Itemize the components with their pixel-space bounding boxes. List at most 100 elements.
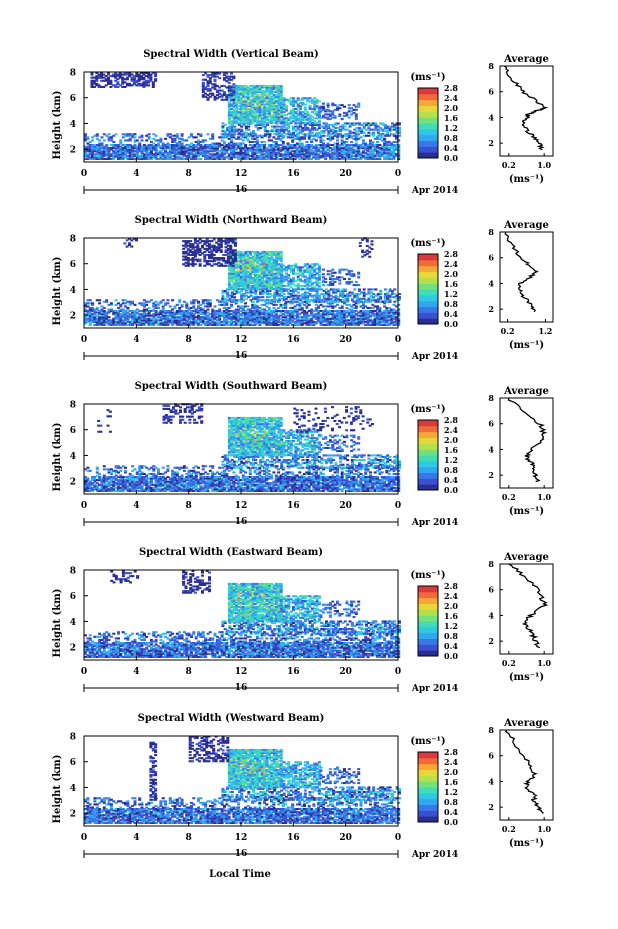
heatmap-cell bbox=[199, 153, 203, 156]
heatmap-cell bbox=[197, 140, 200, 143]
heatmap-cell bbox=[324, 308, 328, 311]
heatmap-cell bbox=[352, 145, 356, 148]
heatmap-cell bbox=[303, 147, 306, 150]
heatmap-cell bbox=[354, 142, 358, 145]
heatmap-cell bbox=[140, 154, 144, 157]
heatmap-cell bbox=[258, 151, 262, 154]
heatmap-cell bbox=[338, 154, 342, 157]
heatmap-cell bbox=[204, 144, 208, 147]
heatmap-cell bbox=[237, 153, 241, 156]
heatmap-cell bbox=[295, 148, 299, 151]
heatmap-cell bbox=[166, 144, 170, 147]
heatmap-cell bbox=[241, 147, 245, 150]
heatmap-cell bbox=[345, 151, 349, 154]
heatmap-cell bbox=[230, 136, 233, 139]
heatmap-cell bbox=[131, 147, 135, 150]
heatmap-cell bbox=[364, 157, 368, 160]
heatmap-cell bbox=[230, 128, 234, 131]
heatmap-cell bbox=[251, 151, 255, 154]
heatmap-cell bbox=[305, 157, 309, 160]
heatmap-cell bbox=[338, 150, 342, 153]
heatmap-cell bbox=[112, 151, 116, 154]
heatmap-cell bbox=[215, 142, 219, 145]
heatmap-cell bbox=[159, 154, 163, 157]
heatmap-cell bbox=[190, 150, 193, 153]
heatmap-cell bbox=[326, 145, 330, 148]
heatmap-cell bbox=[345, 145, 349, 148]
heatmap-cell bbox=[109, 148, 113, 151]
heatmap-cell bbox=[131, 148, 135, 151]
heatmap-cell bbox=[168, 154, 172, 157]
heatmap-cell bbox=[321, 153, 325, 156]
heatmap-cell bbox=[194, 145, 198, 148]
heatmap-cell bbox=[354, 139, 358, 142]
heatmap-cell bbox=[354, 156, 358, 159]
heatmap-cell bbox=[383, 151, 387, 154]
heatmap-cell bbox=[303, 136, 306, 139]
heatmap-cell bbox=[324, 154, 328, 157]
heatmap-cell bbox=[220, 150, 224, 153]
heatmap-cell bbox=[107, 139, 111, 142]
colorbar-segment bbox=[418, 105, 438, 112]
heatmap-cell bbox=[338, 153, 342, 156]
y-tick-label: 8 bbox=[70, 69, 76, 79]
heatmap-cell bbox=[166, 156, 170, 159]
heatmap-cell bbox=[380, 148, 384, 151]
heatmap-cell bbox=[390, 145, 394, 148]
heatmap-cell bbox=[340, 147, 344, 150]
heatmap-cell bbox=[152, 133, 156, 136]
x-tick-label: 4 bbox=[133, 169, 139, 179]
heatmap-cell bbox=[95, 153, 99, 156]
heatmap-cell bbox=[383, 157, 387, 160]
heatmap-cell bbox=[180, 156, 184, 159]
heatmap-cell bbox=[215, 148, 219, 151]
heatmap-cell bbox=[88, 147, 92, 150]
heatmap-cell bbox=[126, 144, 130, 147]
heatmap-cell bbox=[100, 150, 104, 153]
heatmap-cell bbox=[171, 299, 175, 302]
heatmap-cell bbox=[253, 150, 257, 153]
heatmap-cell bbox=[305, 151, 309, 154]
heatmap-cell bbox=[364, 144, 368, 147]
heatmap-cell bbox=[277, 157, 281, 160]
heatmap-cell bbox=[303, 137, 306, 140]
heatmap-cell bbox=[340, 118, 344, 121]
heatmap-cell bbox=[326, 148, 330, 151]
heatmap-cell bbox=[100, 136, 104, 139]
heatmap-cell bbox=[175, 145, 179, 148]
heatmap-cell bbox=[126, 133, 130, 136]
heatmap-cell bbox=[336, 144, 339, 147]
heatmap-cell bbox=[194, 156, 198, 159]
heatmap-cell bbox=[107, 316, 111, 319]
heatmap-cell bbox=[338, 157, 342, 160]
heatmap-cell bbox=[267, 156, 271, 159]
heatmap-cell bbox=[233, 128, 237, 131]
heatmap-cell bbox=[194, 150, 198, 153]
heatmap-cell bbox=[246, 151, 250, 154]
heatmap-cell bbox=[168, 147, 172, 150]
heatmap-cell bbox=[307, 136, 311, 139]
heatmap-cell bbox=[274, 144, 278, 147]
heatmap-cell bbox=[362, 131, 366, 134]
heatmap-cell bbox=[105, 144, 109, 147]
heatmap-cell bbox=[345, 137, 349, 140]
heatmap-cell bbox=[333, 156, 337, 159]
heatmap-cell bbox=[394, 145, 398, 148]
heatmap-cell bbox=[307, 137, 311, 140]
heatmap-cell bbox=[369, 157, 372, 160]
heatmap-cell bbox=[307, 150, 311, 153]
heatmap-cell bbox=[180, 157, 184, 160]
heatmap-cell bbox=[192, 148, 196, 151]
heatmap-cell bbox=[164, 148, 168, 151]
heatmap-cell bbox=[253, 144, 257, 147]
heatmap-cell bbox=[128, 145, 132, 148]
heatmap-cell bbox=[258, 147, 262, 150]
heatmap-cell bbox=[93, 153, 97, 156]
heatmap-cell bbox=[248, 154, 252, 157]
heatmap-cell bbox=[232, 154, 236, 157]
heatmap-cell bbox=[359, 145, 363, 148]
heatmap-cell bbox=[314, 157, 318, 160]
heatmap-cell bbox=[93, 144, 97, 147]
heatmap-cell bbox=[161, 144, 165, 147]
heatmap-cell bbox=[291, 139, 295, 142]
